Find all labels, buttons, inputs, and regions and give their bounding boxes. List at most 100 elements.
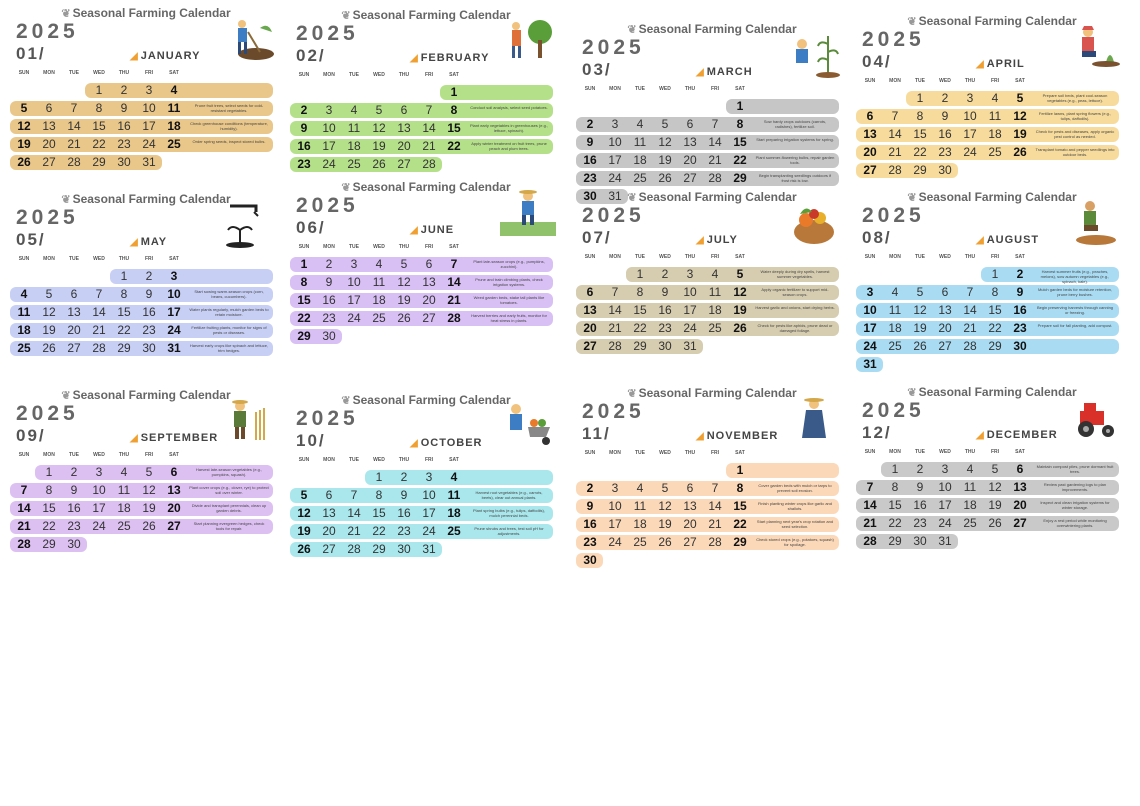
weekday-label: TUE — [69, 452, 79, 458]
day-cell: 31 — [422, 542, 436, 556]
week-band — [10, 305, 273, 320]
day-cell: 23 — [297, 157, 311, 171]
day-cell: 20 — [322, 524, 336, 538]
weekday-label: THU — [684, 254, 696, 260]
month-name: ◢ DECEMBER — [976, 429, 1058, 441]
day-cell: 25 — [17, 341, 31, 355]
month-header: ❦ Seasonal Farming Calendar 2025 05/ ◢ MAY SUN… — [12, 192, 280, 268]
day-cell: 14 — [347, 506, 361, 520]
weekday-header: SUN MON TUE WED THU FRI SAT — [578, 86, 846, 96]
week-band — [881, 462, 1119, 477]
day-cell: 30 — [322, 329, 336, 343]
day-cell: 21 — [708, 153, 722, 167]
day-cell: 13 — [683, 499, 697, 513]
weekday-label: FRI — [424, 72, 434, 78]
week-band — [856, 321, 1119, 336]
week-band — [290, 524, 553, 539]
day-cell: 11 — [167, 101, 181, 115]
day-cell: 31 — [608, 189, 622, 203]
day-cell: 14 — [67, 119, 81, 133]
farming-tip: Prune fruit trees, select seeds for cold… — [194, 103, 264, 113]
day-cell: 11 — [347, 121, 361, 135]
week-band — [290, 506, 553, 521]
day-cell: 15 — [733, 499, 747, 513]
year: 2025 — [16, 20, 79, 43]
day-cell: 10 — [963, 109, 977, 123]
day-cell: 31 — [167, 341, 181, 355]
farming-tip: Begin preserving harvests through cannin… — [1036, 305, 1114, 315]
day-cell: 18 — [888, 321, 902, 335]
weekday-label: THU — [684, 450, 696, 456]
day-cell: 29 — [913, 163, 927, 177]
month-number: 05/ — [16, 230, 46, 249]
weekday-label: MON — [323, 244, 335, 250]
year: 2025 — [862, 28, 925, 51]
day-cell: 20 — [397, 139, 411, 153]
month-name: ◢ JANUARY — [130, 50, 201, 62]
sun-icon: ◢ — [696, 235, 705, 246]
month-calendar: ❦ Seasonal Farming Calendar 2025 10/◢ OCTOBE… — [290, 393, 560, 559]
week-band — [576, 303, 839, 318]
day-cell: 20 — [1013, 498, 1027, 512]
day-cell: 27 — [938, 339, 952, 353]
day-cell: 5 — [1016, 91, 1024, 105]
day-cell: 17 — [608, 517, 622, 531]
month-calendar: ❦ Seasonal Farming Calendar 2025 03/◢ MARCH S… — [576, 22, 846, 206]
site-title: ❦ Seasonal Farming Calendar — [341, 393, 511, 407]
day-cell: 19 — [142, 501, 156, 515]
day-cell: 13 — [397, 121, 411, 135]
week-band — [576, 499, 839, 514]
farming-tip: Start planning next year's crop rotation… — [756, 519, 834, 529]
week-band — [10, 101, 273, 116]
month-header: ❦ Seasonal Farming Calendar 2025 11/ ◢ NOVEMB… — [578, 386, 846, 462]
week-band — [110, 269, 273, 284]
day-cell: 16 — [913, 498, 927, 512]
day-cell: 8 — [45, 483, 53, 497]
day-cell: 14 — [888, 127, 902, 141]
day-cell: 30 — [913, 534, 927, 548]
farming-tip: Plant early vegetables in greenhouses (e… — [469, 123, 549, 133]
weekday-label: SUN — [864, 449, 876, 455]
site-title: ❦ Seasonal Farming Calendar — [907, 14, 1077, 28]
month-calendar: ❦ Seasonal Farming Calendar 2025 01/◢ JANUAR… — [10, 6, 280, 172]
day-cell: 9 — [1016, 285, 1024, 299]
day-cell: 21 — [708, 517, 722, 531]
day-cell: 13 — [422, 275, 436, 289]
day-cell: 19 — [658, 153, 672, 167]
day-cell: 7 — [450, 257, 458, 271]
day-cell: 22 — [372, 524, 386, 538]
month-number: 07/ — [582, 228, 612, 247]
weekday-label: TUE — [915, 78, 925, 84]
farmer-woman-icon — [786, 394, 842, 444]
day-cell: 25 — [347, 157, 361, 171]
weekday-label: THU — [118, 70, 130, 76]
day-cell: 8 — [891, 480, 899, 494]
day-cell: 5 — [400, 257, 408, 271]
month-number: 03/ — [582, 60, 612, 79]
day-cell: 13 — [938, 303, 952, 317]
weekday-label: FRI — [710, 86, 720, 92]
day-cell: 28 — [422, 157, 436, 171]
farming-tip: Transplant tomato and pepper seedlings i… — [1035, 147, 1115, 157]
month-header: ❦ Seasonal Farming Calendar 2025 07/ ◢ JULY SU… — [578, 190, 846, 266]
month-calendar: ❦ Seasonal Farming Calendar 2025 09/◢ SEPTEM… — [10, 388, 280, 554]
week-band — [626, 267, 839, 282]
day-cell: 15 — [988, 303, 1002, 317]
day-cell: 2 — [586, 481, 594, 495]
day-cell: 16 — [297, 139, 311, 153]
day-cell: 5 — [661, 481, 669, 495]
month-name: ◢ APRIL — [976, 58, 1025, 70]
day-cell: 18 — [17, 323, 31, 337]
day-cell: 10 — [608, 499, 622, 513]
weekday-label: SAT — [169, 256, 179, 262]
day-cell: 18 — [988, 127, 1002, 141]
weekday-label: TUE — [635, 450, 645, 456]
day-cell: 11 — [633, 135, 647, 149]
day-cell: 10 — [92, 483, 106, 497]
day-cell: 27 — [422, 311, 436, 325]
week-band — [576, 339, 703, 354]
day-cell: 6 — [686, 481, 694, 495]
weekday-label: SUN — [298, 72, 310, 78]
day-cell: 29 — [733, 535, 747, 549]
day-cell: 24 — [92, 519, 106, 533]
